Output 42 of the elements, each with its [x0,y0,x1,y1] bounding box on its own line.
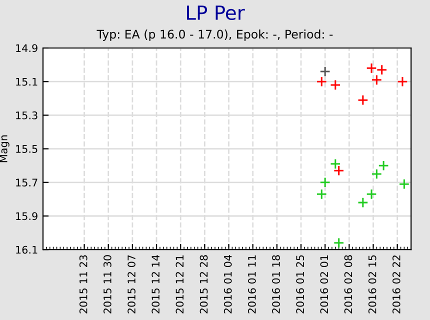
point [378,160,389,172]
y-tick-label: 15.5 [16,145,38,153]
point [366,188,377,200]
point [371,168,382,180]
x-tick-label: 2015 12 14 [152,255,160,314]
x-tick-label: 2016 02 01 [320,255,328,314]
x-tick-label: 2015 11 30 [104,255,112,314]
x-tick-label: 2016 01 25 [296,255,304,314]
x-tick-label: 2016 02 22 [392,256,400,314]
point [357,94,368,106]
y-tick-label: 15.9 [16,212,38,220]
x-tick-label: 2015 11 23 [79,255,88,314]
point [333,165,344,176]
point [316,188,328,200]
chart-subtitle: Typ: EA (p 16.0 - 17.0), Epok: -, Period: - [96,29,333,41]
y-tick-label: 15.1 [16,78,38,86]
point [397,76,408,88]
y-axis-title: Magn [0,135,10,162]
point [330,158,341,170]
y-tick-label: 15.3 [16,111,38,120]
point [357,197,368,208]
point [316,76,328,88]
point [333,237,344,248]
x-tick-label: 2016 01 11 [248,255,256,314]
x-tick-label: 2015 12 07 [128,255,136,314]
point [398,178,410,190]
point [376,64,388,76]
x-tick-label: 2015 12 28 [200,255,208,314]
x-tick-label: 2016 01 04 [224,255,232,314]
x-tick-label: 2016 01 18 [272,255,280,314]
y-tick-label: 14.9 [16,44,38,52]
point [320,176,331,188]
y-tick-label: 16.1 [16,246,38,254]
point [366,62,377,74]
x-tick-label: 2015 12 21 [176,255,184,314]
chart-title: LP Per [187,6,245,20]
x-tick-label: 2016 02 08 [344,255,352,314]
y-tick-label: 15.7 [16,178,38,187]
point [371,74,382,86]
point [330,80,341,90]
x-tick-label: 2016 02 15 [368,255,376,314]
point [320,66,331,77]
